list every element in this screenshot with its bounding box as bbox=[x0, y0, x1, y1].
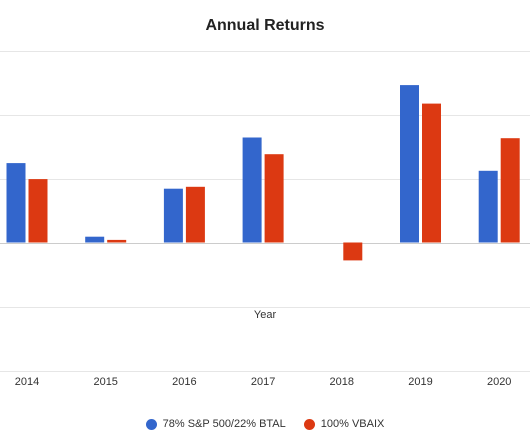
bar-series-2-2017[interactable] bbox=[264, 154, 284, 243]
x-tick-label: 2018 bbox=[330, 376, 354, 388]
x-tick-label: 2014 bbox=[15, 376, 39, 388]
bar-series-1-2015[interactable] bbox=[85, 236, 105, 243]
legend-swatch bbox=[303, 418, 315, 430]
x-axis-title: Year bbox=[254, 309, 277, 321]
bar-series-1-2014[interactable] bbox=[6, 163, 26, 243]
bar-series-1-2016[interactable] bbox=[163, 188, 183, 243]
x-tick-labels: 2014 2015 2016 2017 2018 2019 2020 bbox=[15, 376, 512, 388]
bar-series-2-2016[interactable] bbox=[185, 186, 205, 243]
legend-label: 78% S&P 500/22% BTAL bbox=[162, 418, 286, 430]
legend-swatch bbox=[145, 418, 157, 430]
x-tick-label: 2020 bbox=[487, 376, 511, 388]
x-tick-label: 2019 bbox=[408, 376, 432, 388]
bar-series-2-2018[interactable] bbox=[343, 242, 363, 261]
legend: 78% S&P 500/22% BTAL 100% VBAIX bbox=[0, 418, 530, 430]
x-tick-label: 2015 bbox=[93, 376, 117, 388]
legend-item-1[interactable]: 78% S&P 500/22% BTAL bbox=[145, 418, 286, 430]
chart-title: Annual Returns bbox=[205, 17, 325, 34]
bar-series-1-2020[interactable] bbox=[478, 170, 498, 243]
x-tick-label: 2017 bbox=[251, 376, 275, 388]
bars bbox=[6, 85, 520, 261]
bar-series-1-2019[interactable] bbox=[400, 85, 419, 243]
bar-series-2-2020[interactable] bbox=[500, 138, 520, 243]
bar-series-1-2017[interactable] bbox=[242, 137, 262, 243]
legend-label: 100% VBAIX bbox=[320, 418, 385, 430]
bar-series-2-2014[interactable] bbox=[28, 179, 48, 243]
bar-series-2-2019[interactable] bbox=[422, 103, 441, 243]
x-tick-label: 2016 bbox=[172, 376, 196, 388]
bar-series-2-2015[interactable] bbox=[107, 239, 127, 243]
legend-item-2[interactable]: 100% VBAIX bbox=[303, 418, 385, 430]
